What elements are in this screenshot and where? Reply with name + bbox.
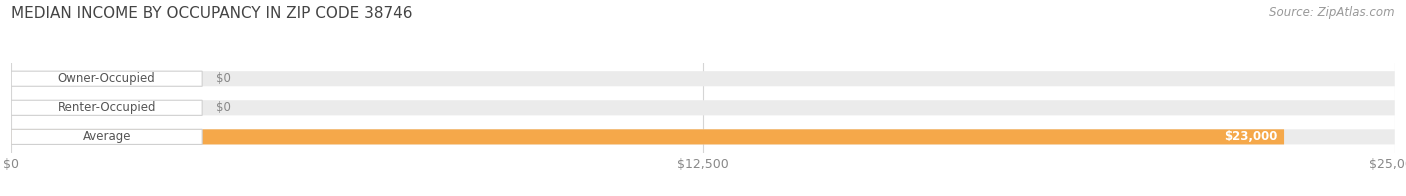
Text: $0: $0 [217,72,231,85]
Text: Average: Average [83,130,131,143]
FancyBboxPatch shape [11,100,202,115]
Text: Owner-Occupied: Owner-Occupied [58,72,156,85]
Text: Source: ZipAtlas.com: Source: ZipAtlas.com [1270,6,1395,19]
Text: $0: $0 [217,101,231,114]
Text: Renter-Occupied: Renter-Occupied [58,101,156,114]
FancyBboxPatch shape [11,100,1395,115]
FancyBboxPatch shape [11,129,202,144]
FancyBboxPatch shape [11,129,1284,144]
FancyBboxPatch shape [11,71,1395,86]
FancyBboxPatch shape [11,129,1395,144]
Text: MEDIAN INCOME BY OCCUPANCY IN ZIP CODE 38746: MEDIAN INCOME BY OCCUPANCY IN ZIP CODE 3… [11,6,413,21]
FancyBboxPatch shape [11,71,202,86]
Text: $23,000: $23,000 [1223,130,1277,143]
